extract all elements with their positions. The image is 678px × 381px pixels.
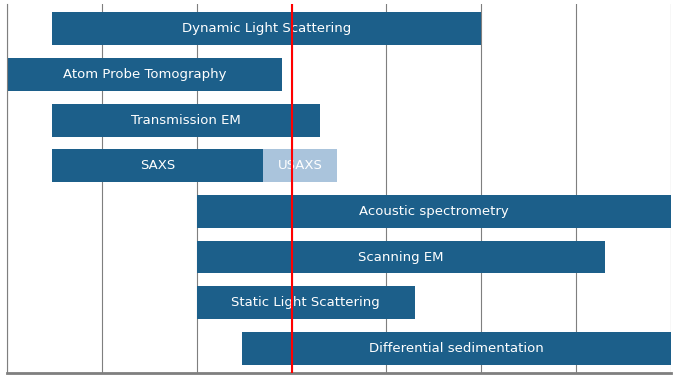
Bar [263, 149, 337, 182]
Bar [7, 58, 282, 91]
Text: USAXS: USAXS [277, 159, 322, 172]
Bar [197, 286, 415, 319]
Text: Atom Probe Tomography: Atom Probe Tomography [63, 68, 226, 81]
Text: SAXS: SAXS [140, 159, 175, 172]
Bar [52, 149, 263, 182]
Bar [197, 195, 671, 228]
Text: Dynamic Light Scattering: Dynamic Light Scattering [182, 22, 351, 35]
Bar [52, 13, 481, 45]
Text: Scanning EM: Scanning EM [358, 251, 443, 264]
Text: Differential sedimentation: Differential sedimentation [370, 342, 544, 355]
Bar [242, 332, 671, 365]
Text: Transmission EM: Transmission EM [132, 114, 241, 126]
Text: Acoustic spectrometry: Acoustic spectrometry [359, 205, 508, 218]
Bar [52, 104, 320, 136]
Bar [197, 241, 605, 274]
Text: Static Light Scattering: Static Light Scattering [231, 296, 380, 309]
